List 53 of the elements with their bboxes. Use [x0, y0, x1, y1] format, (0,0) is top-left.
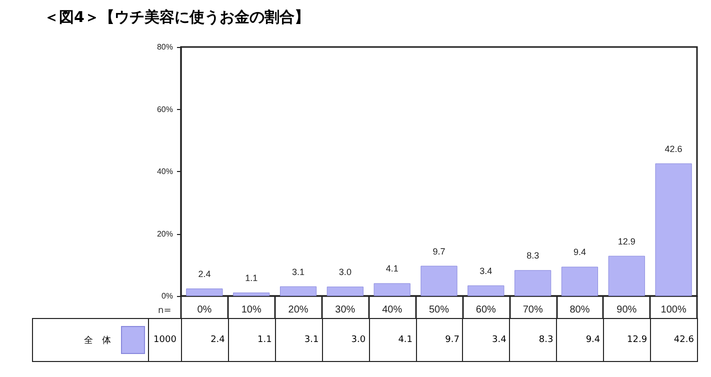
text: 3.0: [322, 318, 370, 362]
x-tick-label: 100%: [660, 304, 686, 316]
text: 全 体: [84, 336, 111, 346]
text: 9.4: [556, 318, 604, 362]
x-tick-label: 70%: [522, 304, 543, 316]
x-tick-label: 20%: [288, 304, 308, 316]
y-tick-label: 40%: [156, 167, 173, 176]
data-label: 3.4: [480, 266, 492, 276]
bar: [655, 163, 692, 296]
data-label: 3.1: [292, 266, 305, 277]
data-label: 9.7: [432, 246, 446, 256]
bar: [374, 283, 410, 296]
y-tick-label: 20%: [156, 229, 173, 238]
data-label: 4.1: [386, 264, 398, 274]
bar: [280, 286, 317, 296]
y-tick-label: 80%: [156, 42, 173, 52]
x-tick-label: 60%: [476, 304, 496, 316]
bar: [233, 292, 270, 296]
bar: [186, 288, 223, 296]
chart-title: ＜図4＞【ウチ美容に使うお金の割合】: [44, 8, 310, 27]
text: 8.3: [510, 318, 557, 362]
text: 4.1: [369, 318, 416, 362]
text: n=: [158, 306, 172, 316]
x-tick-label: 0%: [197, 304, 212, 316]
text: 3.4: [462, 318, 510, 362]
data-label: 42.6: [664, 144, 682, 154]
y-tick-label: 60%: [156, 104, 173, 114]
data-label: 1.1: [245, 273, 258, 284]
text: 3.1: [275, 318, 322, 362]
bar: [420, 266, 458, 296]
x-tick-label: 50%: [428, 304, 450, 316]
x-tick-label: 90%: [616, 304, 637, 316]
data-label: 8.3: [526, 250, 540, 261]
y-tick-label: 0%: [161, 292, 173, 300]
bar: [514, 270, 552, 296]
text: 9.7: [416, 318, 463, 362]
bar: [561, 266, 598, 296]
data-label: 3.0: [338, 267, 352, 278]
data-label: 2.4: [198, 269, 211, 280]
x-tick-label: 40%: [382, 304, 402, 316]
text: 1.1: [228, 318, 276, 362]
bar: [608, 256, 645, 296]
data-label: 12.9: [618, 236, 636, 246]
bar: [326, 286, 364, 296]
bar: [468, 285, 504, 296]
x-tick-label: 30%: [335, 304, 356, 316]
text: 1000: [148, 318, 182, 362]
data-label: 9.4: [573, 247, 586, 258]
text: 12.9: [604, 318, 651, 362]
text: 42.6: [650, 318, 698, 362]
x-tick-label: 10%: [241, 304, 262, 316]
x-tick-label: 80%: [570, 304, 590, 316]
text: 2.4: [182, 318, 228, 362]
